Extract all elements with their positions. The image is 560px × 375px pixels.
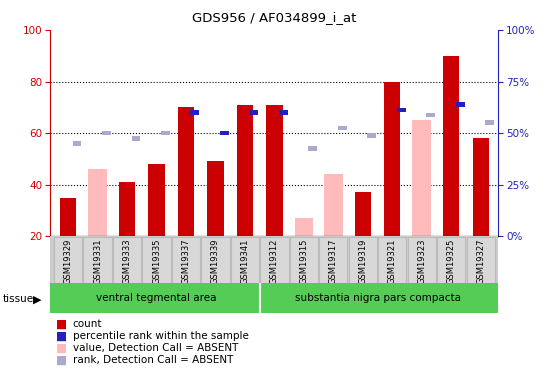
Bar xyxy=(456,102,465,107)
Bar xyxy=(249,110,258,115)
Text: substantia nigra pars compacta: substantia nigra pars compacta xyxy=(295,293,460,303)
FancyBboxPatch shape xyxy=(466,237,495,283)
Text: GSM19319: GSM19319 xyxy=(358,238,367,284)
Text: GSM19315: GSM19315 xyxy=(300,238,309,284)
Bar xyxy=(324,174,343,236)
Text: count: count xyxy=(73,320,102,329)
FancyBboxPatch shape xyxy=(83,237,111,283)
Text: percentile rank within the sample: percentile rank within the sample xyxy=(73,332,249,341)
Text: ▶: ▶ xyxy=(32,294,41,304)
FancyBboxPatch shape xyxy=(231,237,259,283)
FancyBboxPatch shape xyxy=(142,237,171,283)
Bar xyxy=(267,105,282,236)
FancyBboxPatch shape xyxy=(201,237,230,283)
Bar xyxy=(161,131,170,135)
Bar xyxy=(220,131,229,135)
Bar xyxy=(413,120,431,236)
Text: GSM19325: GSM19325 xyxy=(447,238,456,284)
FancyBboxPatch shape xyxy=(378,237,407,283)
Bar xyxy=(207,162,223,236)
Text: GSM19335: GSM19335 xyxy=(152,238,161,284)
Text: ■: ■ xyxy=(56,354,67,367)
Bar xyxy=(102,131,111,135)
Bar xyxy=(295,218,313,236)
Text: ventral tegmental area: ventral tegmental area xyxy=(96,293,217,303)
Text: GSM19317: GSM19317 xyxy=(329,238,338,284)
Bar xyxy=(443,56,459,236)
Text: rank, Detection Call = ABSENT: rank, Detection Call = ABSENT xyxy=(73,356,233,365)
Text: GDS956 / AF034899_i_at: GDS956 / AF034899_i_at xyxy=(192,11,357,24)
FancyBboxPatch shape xyxy=(319,237,348,283)
FancyBboxPatch shape xyxy=(349,237,377,283)
Text: GSM19331: GSM19331 xyxy=(93,238,102,284)
Bar xyxy=(354,192,371,236)
Text: ■: ■ xyxy=(56,342,67,355)
Bar xyxy=(73,141,81,146)
Bar xyxy=(178,107,194,236)
Bar xyxy=(132,136,141,141)
Text: GSM19339: GSM19339 xyxy=(211,238,220,284)
FancyBboxPatch shape xyxy=(54,237,82,283)
Bar xyxy=(473,138,489,236)
FancyBboxPatch shape xyxy=(290,237,318,283)
FancyBboxPatch shape xyxy=(113,237,141,283)
Bar xyxy=(309,146,317,151)
Bar xyxy=(397,108,405,112)
FancyBboxPatch shape xyxy=(260,237,288,283)
Bar xyxy=(279,110,288,115)
Bar xyxy=(60,198,76,236)
Text: GSM19323: GSM19323 xyxy=(417,238,426,284)
Text: GSM19337: GSM19337 xyxy=(181,238,190,284)
Text: GSM19321: GSM19321 xyxy=(388,238,397,284)
Bar xyxy=(88,169,107,236)
Text: GSM19327: GSM19327 xyxy=(476,238,485,284)
Text: GSM19341: GSM19341 xyxy=(240,238,249,284)
Bar xyxy=(367,134,376,138)
Text: ■: ■ xyxy=(56,330,67,343)
Bar xyxy=(190,110,199,115)
Text: tissue: tissue xyxy=(3,294,34,304)
Text: GSM19333: GSM19333 xyxy=(123,238,132,284)
Bar xyxy=(485,120,494,125)
Text: value, Detection Call = ABSENT: value, Detection Call = ABSENT xyxy=(73,344,238,353)
Bar xyxy=(119,182,135,236)
FancyBboxPatch shape xyxy=(172,237,200,283)
Bar xyxy=(426,113,435,117)
Bar xyxy=(338,126,347,130)
Bar xyxy=(384,82,400,236)
Bar xyxy=(237,105,253,236)
Bar xyxy=(148,164,165,236)
FancyBboxPatch shape xyxy=(437,237,465,283)
FancyBboxPatch shape xyxy=(408,237,436,283)
Text: ■: ■ xyxy=(56,318,67,331)
Text: GSM19329: GSM19329 xyxy=(64,238,73,284)
Text: GSM19312: GSM19312 xyxy=(270,238,279,284)
